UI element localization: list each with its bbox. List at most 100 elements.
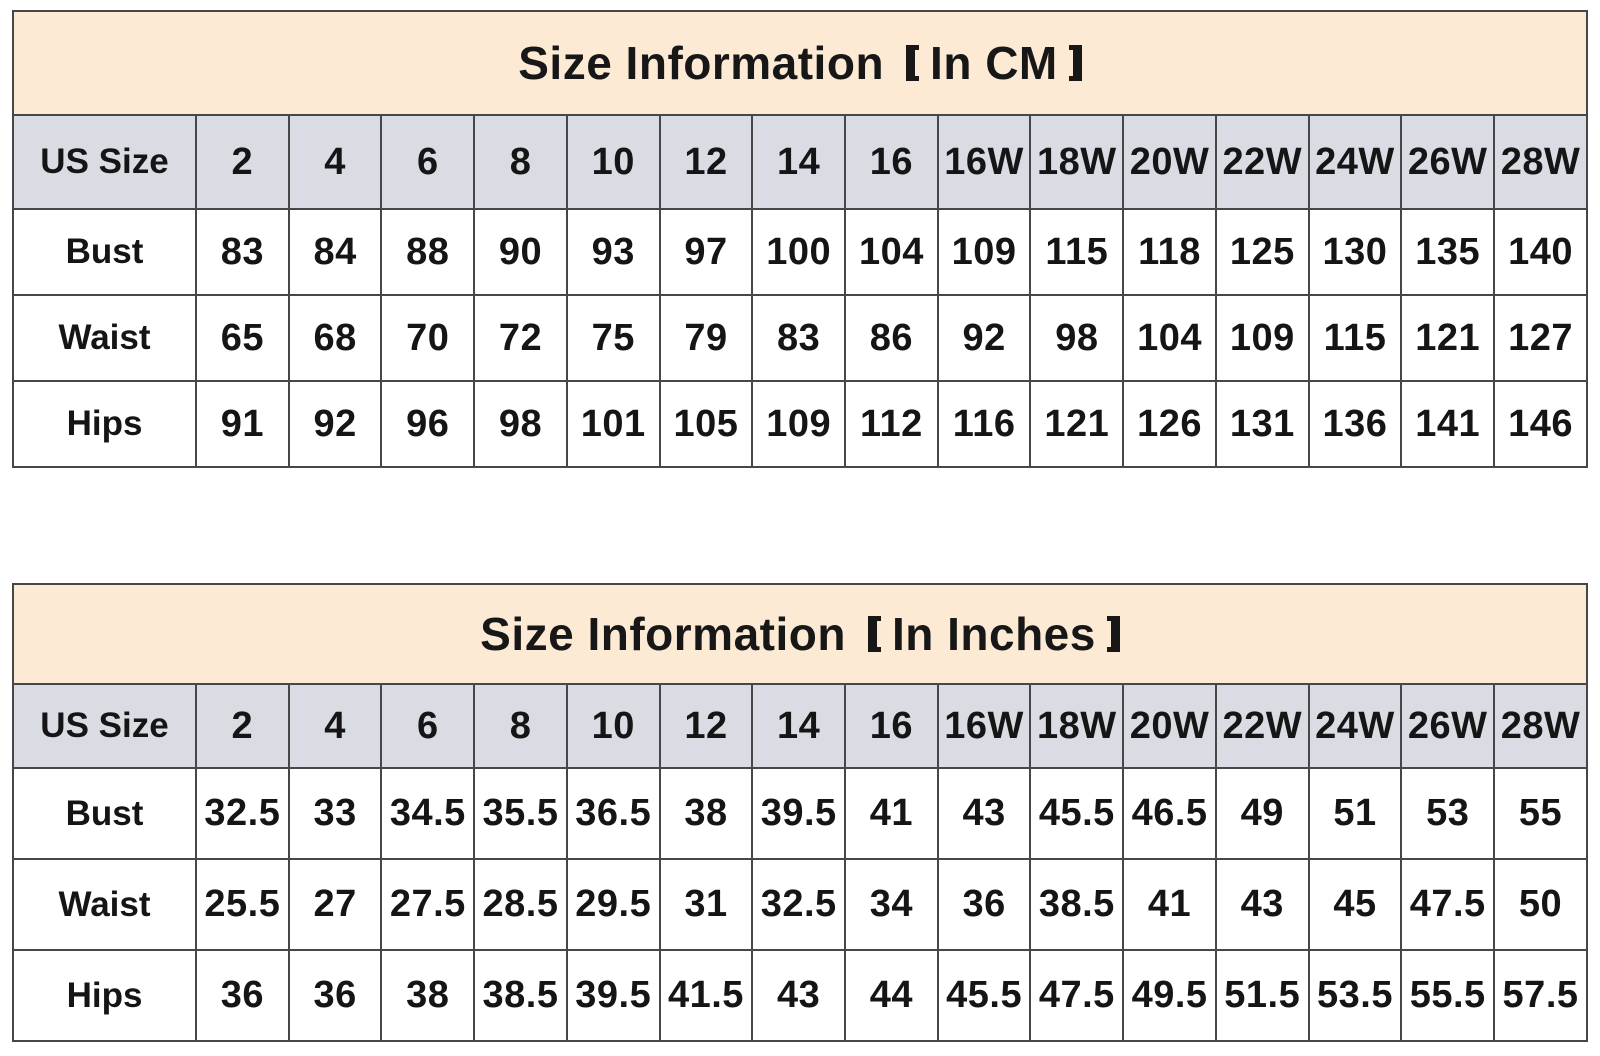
value-cell: 45 — [1307, 858, 1403, 951]
value-cell: 28.5 — [473, 858, 568, 951]
value-cell: 101 — [565, 380, 661, 468]
value-cell: 41 — [844, 767, 939, 860]
column-header: 20W — [1122, 683, 1217, 769]
value-cell: 112 — [844, 380, 939, 468]
row-label: Bust — [12, 208, 197, 296]
row-label: Bust — [12, 767, 197, 860]
value-cell: 118 — [1122, 208, 1217, 296]
value-cell: 115 — [1029, 208, 1125, 296]
value-cell: 68 — [287, 294, 383, 382]
value-cell: 127 — [1493, 294, 1588, 382]
table-row: Bust 83 84 88 90 93 97 100 104 109 115 118 125 130 135… — [12, 208, 1588, 296]
header-row: US Size 2 4 6 8 10 12 14 16 16W 18W 20W 22W 24W 26W 28W — [12, 683, 1588, 769]
size-table-cm: Size Information In CM US Size 2 4 6 8 10 12 14… — [12, 10, 1588, 468]
value-cell: 121 — [1400, 294, 1496, 382]
value-cell: 90 — [473, 208, 568, 296]
column-header: 8 — [473, 683, 568, 769]
value-cell: 104 — [1122, 294, 1217, 382]
value-cell: 57.5 — [1493, 949, 1588, 1042]
value-cell: 115 — [1307, 294, 1403, 382]
column-header: 18W — [1029, 114, 1125, 210]
value-cell: 35.5 — [473, 767, 568, 860]
value-cell: 31 — [658, 858, 754, 951]
value-cell: 39.5 — [565, 949, 661, 1042]
value-cell: 34 — [844, 858, 939, 951]
value-cell: 46.5 — [1122, 767, 1217, 860]
value-cell: 38.5 — [1029, 858, 1125, 951]
value-cell: 109 — [751, 380, 847, 468]
header-row: US Size 2 4 6 8 10 12 14 16 16W 18W 20W 22W 24W 26W 28W — [12, 114, 1588, 210]
value-cell: 105 — [658, 380, 754, 468]
value-cell: 29.5 — [565, 858, 661, 951]
value-cell: 116 — [936, 380, 1032, 468]
corner-header: US Size — [12, 114, 197, 210]
table-title-unit: In CM — [930, 37, 1058, 89]
row-label: Hips — [12, 380, 197, 468]
column-header: 6 — [380, 683, 476, 769]
value-cell: 109 — [936, 208, 1032, 296]
value-cell: 47.5 — [1400, 858, 1496, 951]
value-cell: 126 — [1122, 380, 1217, 468]
value-cell: 104 — [844, 208, 939, 296]
value-cell: 141 — [1400, 380, 1496, 468]
value-cell: 53 — [1400, 767, 1496, 860]
value-cell: 34.5 — [380, 767, 476, 860]
value-cell: 146 — [1493, 380, 1588, 468]
value-cell: 92 — [936, 294, 1032, 382]
column-header: 24W — [1307, 114, 1403, 210]
value-cell: 72 — [473, 294, 568, 382]
table-row: Waist 65 68 70 72 75 79 83 86 92 98 104 109 115 121 127 — [12, 294, 1588, 382]
row-label: Waist — [12, 294, 197, 382]
lenticular-bracket-left — [906, 45, 920, 81]
table-row: Bust 32.5 33 34.5 35.5 36.5 38 39.5 41 43 45.5 46.5… — [12, 767, 1588, 860]
lenticular-bracket-right — [1068, 45, 1082, 81]
table-row: Hips 36 36 38 38.5 39.5 41.5 43 44 45.5 47.5 49.5 51… — [12, 949, 1588, 1042]
value-cell: 45.5 — [1029, 767, 1125, 860]
column-header: 26W — [1400, 683, 1496, 769]
value-cell: 53.5 — [1307, 949, 1403, 1042]
value-cell: 65 — [195, 294, 290, 382]
row-label: Hips — [12, 949, 197, 1042]
value-cell: 121 — [1029, 380, 1125, 468]
column-header: 22W — [1214, 683, 1310, 769]
value-cell: 36 — [195, 949, 290, 1042]
value-cell: 109 — [1214, 294, 1310, 382]
value-cell: 140 — [1493, 208, 1588, 296]
value-cell: 38 — [658, 767, 754, 860]
column-header: 2 — [195, 683, 290, 769]
value-cell: 86 — [844, 294, 939, 382]
table-row: Hips 91 92 96 98 101 105 109 112 116 121 126 131 136 1… — [12, 380, 1588, 468]
column-header: 28W — [1493, 683, 1588, 769]
value-cell: 38 — [380, 949, 476, 1042]
value-cell: 55 — [1493, 767, 1588, 860]
table-title: Size Information In CM — [12, 10, 1588, 116]
table-title-text: Size Information — [480, 608, 846, 660]
column-header: 26W — [1400, 114, 1496, 210]
value-cell: 27 — [287, 858, 383, 951]
table-row: Waist 25.5 27 27.5 28.5 29.5 31 32.5 34 36 38.5 41 4… — [12, 858, 1588, 951]
column-header: 28W — [1493, 114, 1588, 210]
table-title-unit: In Inches — [891, 608, 1096, 660]
value-cell: 45.5 — [936, 949, 1032, 1042]
value-cell: 38.5 — [473, 949, 568, 1042]
value-cell: 47.5 — [1029, 949, 1125, 1042]
column-header: 18W — [1029, 683, 1125, 769]
value-cell: 83 — [195, 208, 290, 296]
column-header: 16W — [936, 683, 1032, 769]
title-row: Size Information In CM — [12, 10, 1588, 116]
value-cell: 84 — [287, 208, 383, 296]
value-cell: 49.5 — [1122, 949, 1217, 1042]
value-cell: 41.5 — [658, 949, 754, 1042]
value-cell: 49 — [1214, 767, 1310, 860]
value-cell: 98 — [1029, 294, 1125, 382]
value-cell: 70 — [380, 294, 476, 382]
value-cell: 97 — [658, 208, 754, 296]
row-label: Waist — [12, 858, 197, 951]
value-cell: 39.5 — [751, 767, 847, 860]
value-cell: 92 — [287, 380, 383, 468]
value-cell: 79 — [658, 294, 754, 382]
column-header: 20W — [1122, 114, 1217, 210]
lenticular-bracket-right — [1106, 616, 1120, 652]
column-header: 24W — [1307, 683, 1403, 769]
